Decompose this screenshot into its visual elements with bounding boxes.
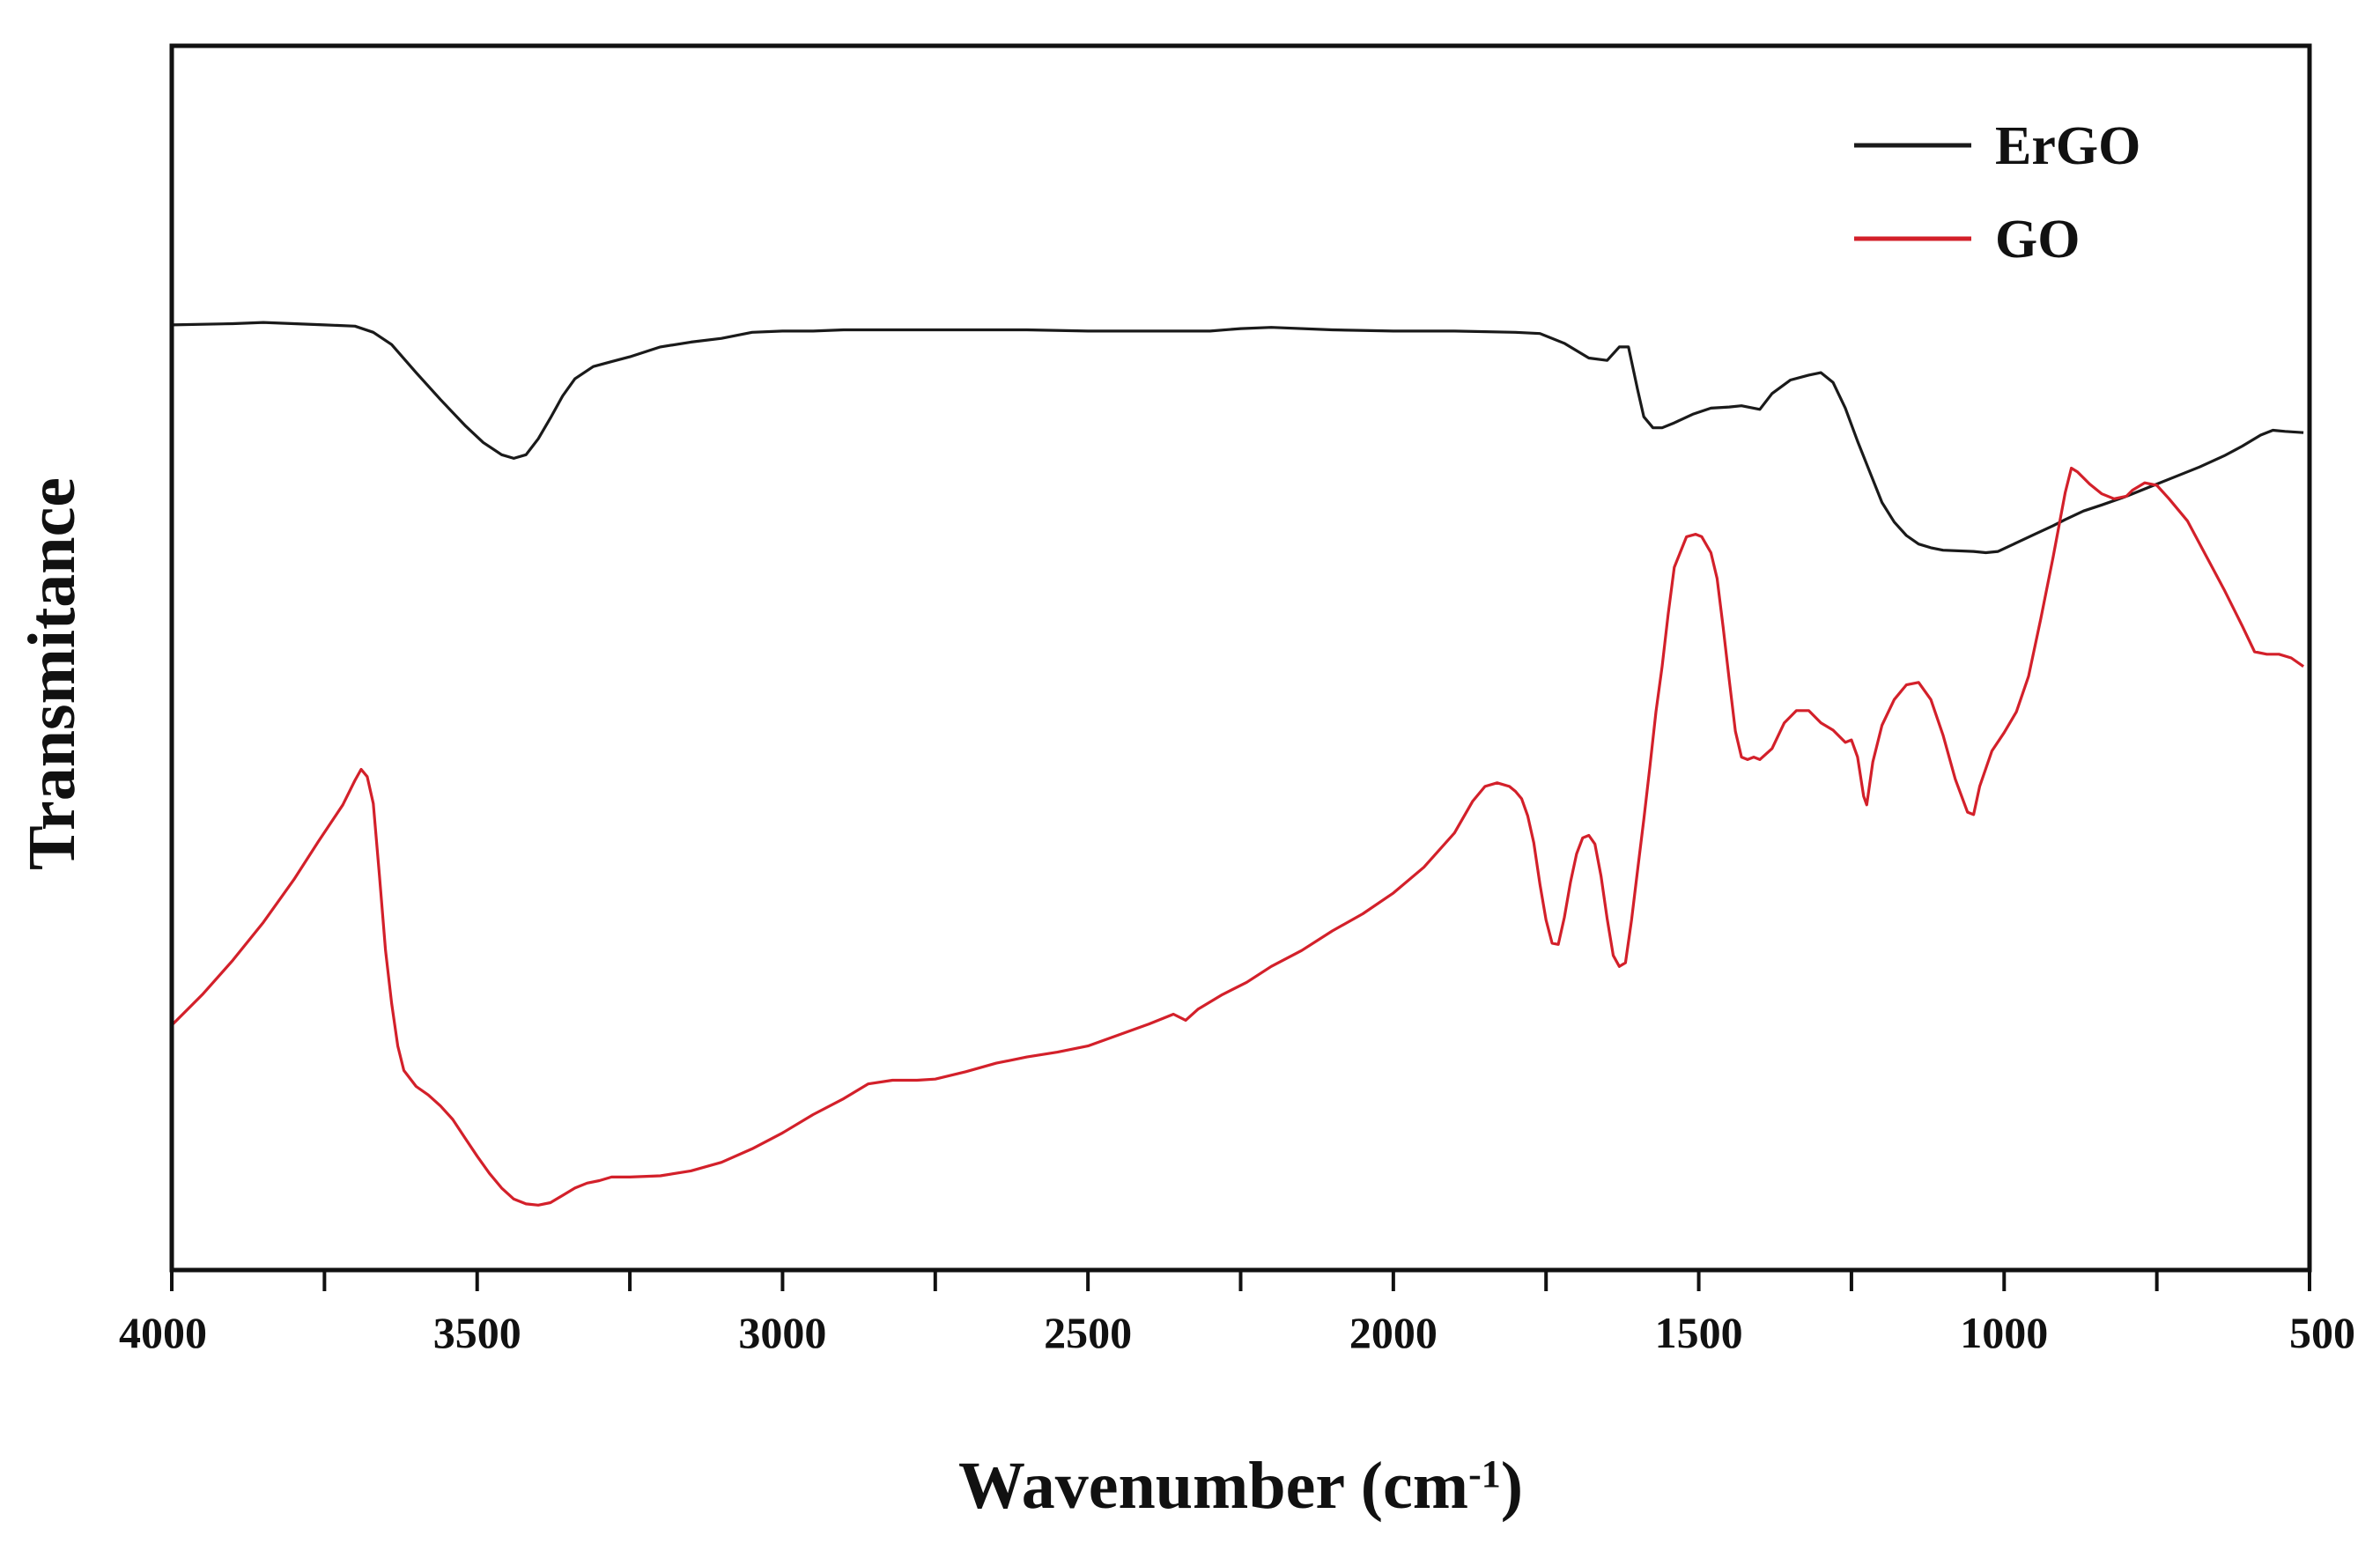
x-axis-title: Wavenumber (cm-1) — [958, 1449, 1523, 1523]
x-axis-tick-labels: 4000 3500 3000 2500 2000 1500 1000 500 — [119, 1308, 2355, 1357]
series-layer — [170, 321, 2305, 1207]
x-tick-label: 1000 — [1960, 1308, 2048, 1357]
x-tick-label: 4000 — [119, 1308, 207, 1357]
x-tick-label: 1500 — [1655, 1308, 1743, 1357]
series-line-ergo — [171, 321, 2304, 555]
x-axis-title-main: Wavenumber (cm — [958, 1449, 1468, 1523]
x-tick-label: 3000 — [738, 1308, 826, 1357]
legend-label-go: GO — [1995, 210, 2080, 270]
series-line-go — [170, 466, 2305, 1207]
x-tick-label: 500 — [2289, 1308, 2355, 1357]
x-tick-label: 2000 — [1349, 1308, 1438, 1357]
x-tick-label: 2500 — [1044, 1308, 1132, 1357]
x-axis-ticks — [170, 1270, 2311, 1291]
legend: ErGO GO — [1854, 116, 2140, 270]
legend-label-ergo: ErGO — [1995, 116, 2140, 176]
x-tick-label: 3500 — [433, 1308, 521, 1357]
x-axis-title-suffix: ) — [1501, 1449, 1523, 1523]
y-axis-title: Transmitance — [15, 477, 89, 870]
x-axis-title-superscript: -1 — [1468, 1452, 1501, 1496]
